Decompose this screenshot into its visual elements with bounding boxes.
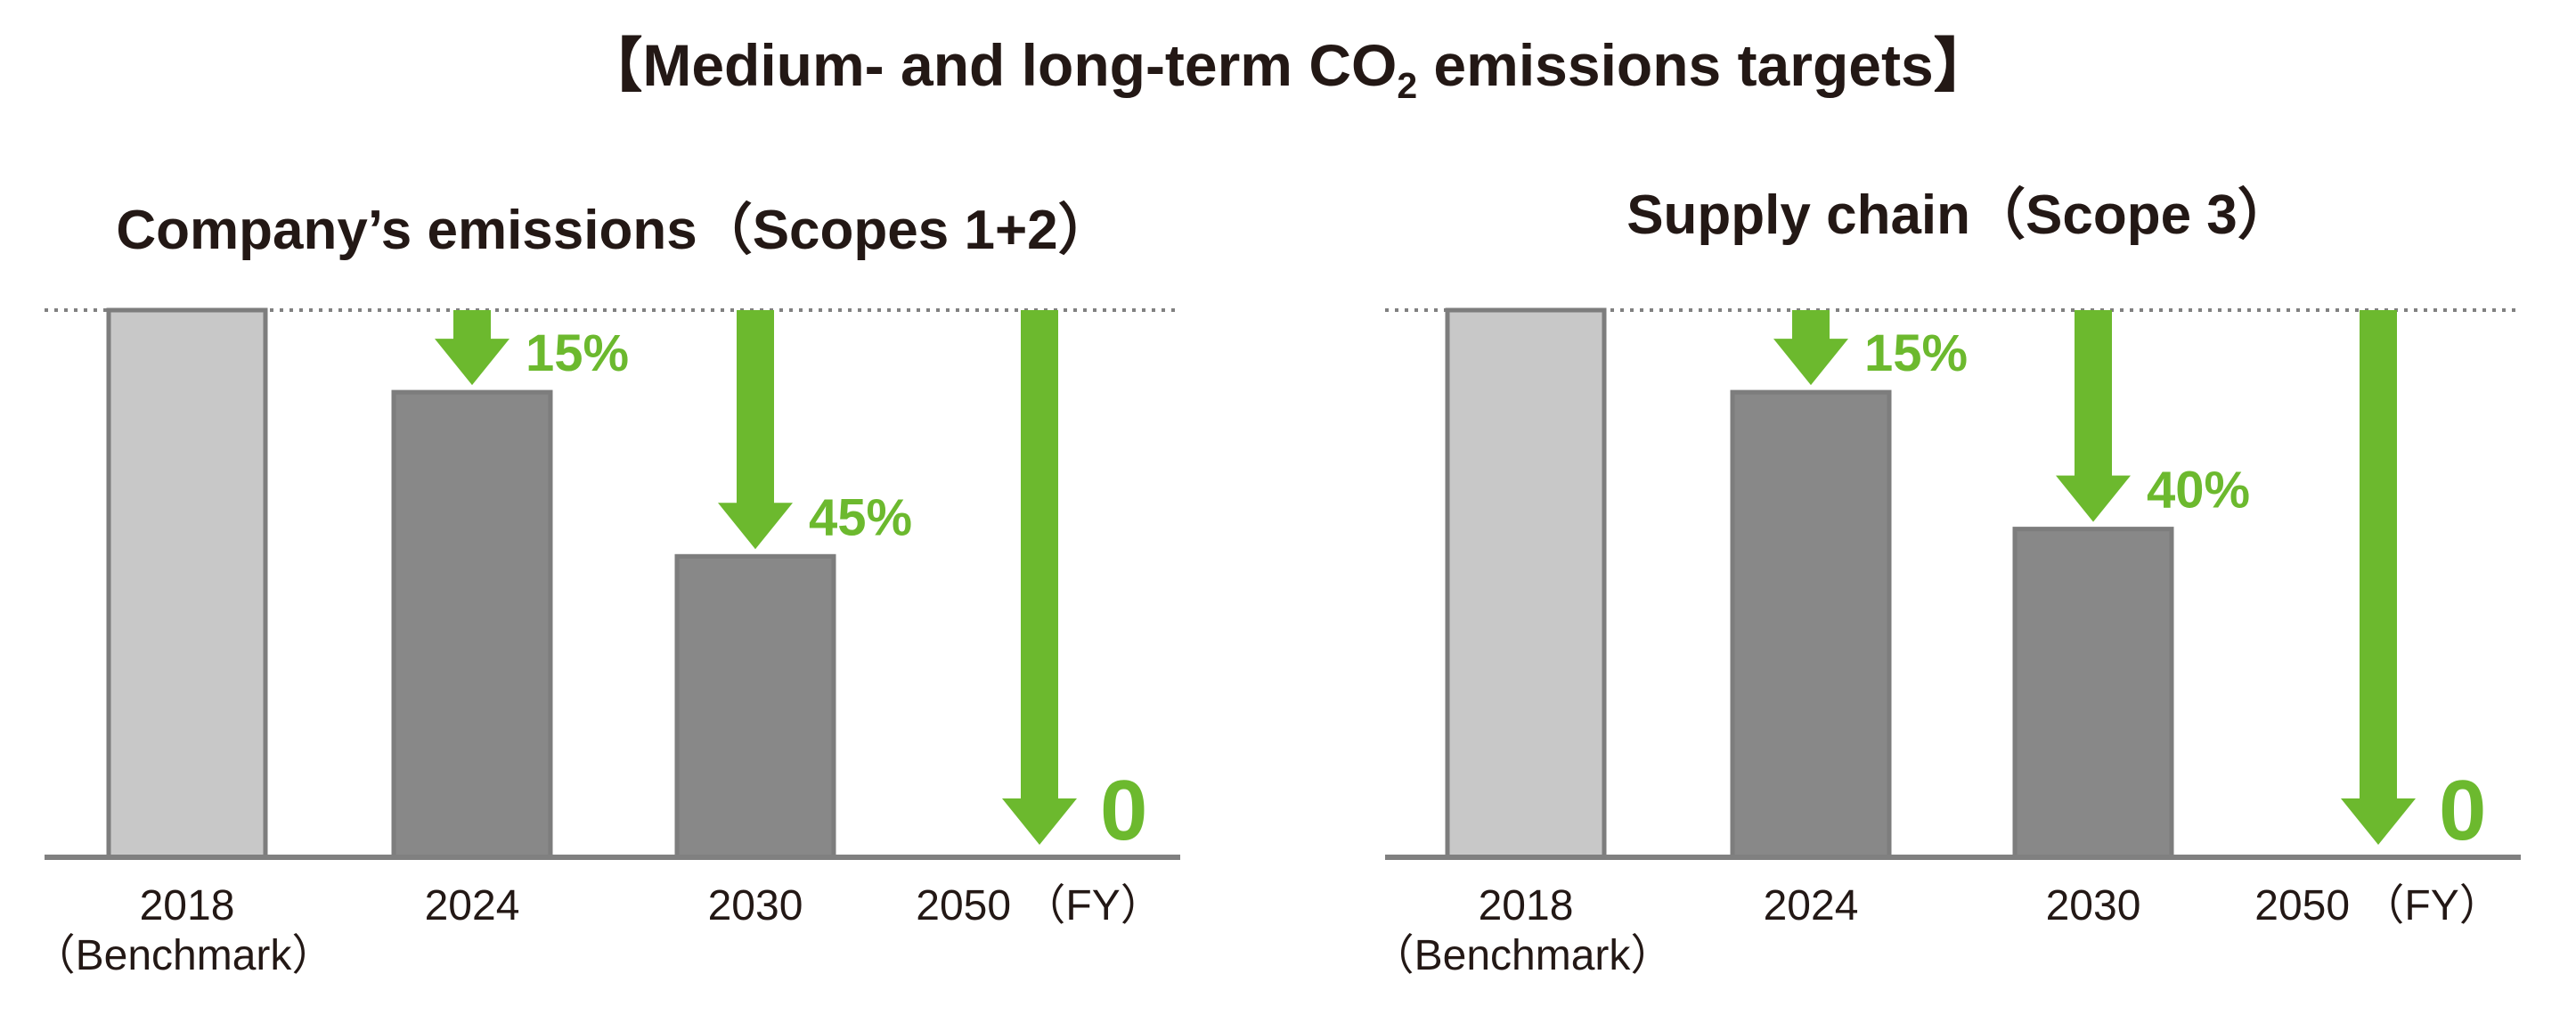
x-tick-label-2030: 2030	[708, 882, 803, 929]
x-tick-label-2050: 2050 （FY）	[2254, 882, 2501, 929]
main-title-text: 【Medium- and long-term CO	[583, 32, 1398, 98]
reduction-label-2050: 0	[1100, 763, 1147, 858]
bar-2030	[674, 553, 836, 860]
panel-title-scope-3: Supply chain（Scope 3）	[1626, 184, 2293, 246]
reduction-arrow-2030	[718, 310, 793, 550]
reduction-arrow-2030	[2056, 310, 2131, 522]
bar-2018	[106, 307, 268, 860]
x-tick-label-2018: 2018	[140, 882, 235, 929]
reduction-arrow-2024	[435, 310, 509, 386]
x-tick-label-2018: 2018	[1479, 882, 1574, 929]
bar-2030	[2012, 527, 2174, 860]
reduction-label-2030: 45%	[809, 488, 912, 546]
main-title: 【Medium- and long-term CO2 emissions tar…	[0, 30, 2576, 108]
reduction-label-2050: 0	[2439, 763, 2486, 858]
bar-2024	[1730, 389, 1892, 860]
x-tick-label-2024: 2024	[1764, 882, 1859, 929]
reduction-label-2030: 40%	[2147, 462, 2250, 520]
x-tick-label-2024: 2024	[425, 882, 520, 929]
x-tick-sublabel-2018: （Benchmark）	[33, 932, 335, 979]
reduction-arrow-2024	[1773, 310, 1848, 386]
reduction-arrow-2050	[1002, 310, 1077, 845]
bar-2024	[391, 389, 553, 860]
panel-title-scopes-1-2: Company’s emissions（Scopes 1+2）	[116, 200, 1113, 261]
reduction-label-2024: 15%	[1864, 324, 1968, 382]
reduction-label-2024: 15%	[526, 324, 629, 382]
x-tick-sublabel-2018: （Benchmark）	[1372, 932, 1674, 979]
x-tick-label-2050: 2050 （FY）	[916, 882, 1162, 929]
main-title-text-end: emissions targets】	[1417, 32, 1993, 98]
reduction-arrow-2050	[2341, 310, 2416, 845]
main-title-subscript: 2	[1397, 65, 1418, 107]
bar-2018	[1445, 307, 1607, 860]
x-tick-label-2030: 2030	[2046, 882, 2141, 929]
